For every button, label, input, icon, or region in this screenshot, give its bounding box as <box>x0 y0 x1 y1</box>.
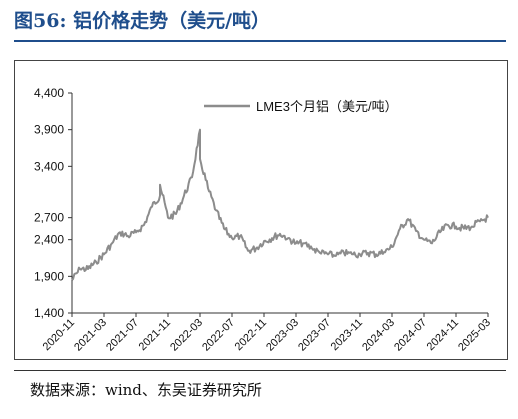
source-rule <box>14 370 506 371</box>
y-tick-label: 1,400 <box>34 306 64 320</box>
y-tick-label: 1,900 <box>34 269 64 283</box>
x-tick-label: 2022-11 <box>233 317 269 353</box>
x-tick-label: 2023-03 <box>264 317 301 354</box>
y-tick-label: 3,900 <box>34 123 64 137</box>
x-tick-label: 2024-11 <box>425 317 461 353</box>
y-tick-label: 2,400 <box>34 233 64 247</box>
plot-layer <box>71 128 489 281</box>
y-tick-label: 2,700 <box>34 211 64 225</box>
x-tick-label: 2023-11 <box>329 317 365 353</box>
figure-title: 图56: 铝价格走势（美元/吨） <box>14 10 271 32</box>
price-chart-svg: 1,400 1,900 2,400 2,700 3,400 3,900 4,400 2020-… <box>14 60 508 360</box>
legend-label: LME3个月铝（美元/吨） <box>256 99 398 114</box>
price-chart: 1,400 1,900 2,400 2,700 3,400 3,900 4,400 2020-… <box>14 60 508 360</box>
x-tick-label: 2021-03 <box>72 317 109 354</box>
legend: LME3个月铝（美元/吨） <box>204 99 398 114</box>
title-rule <box>14 40 506 42</box>
x-tick-label: 2020-11 <box>41 317 77 353</box>
x-tick-label: 2022-03 <box>168 317 205 354</box>
x-tick-label: 2025-03 <box>456 317 493 354</box>
x-tick-label: 2022-07 <box>200 317 237 354</box>
series-line <box>71 128 489 281</box>
x-tick-label: 2024-03 <box>360 317 397 354</box>
x-tick-label: 2021-07 <box>104 317 141 354</box>
source-note: 数据来源：wind、东吴证券研究所 <box>30 381 262 399</box>
y-tick-label: 4,400 <box>34 86 64 100</box>
chart-frame <box>14 60 508 360</box>
x-tick-label: 2023-07 <box>296 317 333 354</box>
x-tick-label: 2024-07 <box>392 317 429 354</box>
x-tick-label: 2021-11 <box>137 317 173 353</box>
y-tick-label: 3,400 <box>34 159 64 173</box>
